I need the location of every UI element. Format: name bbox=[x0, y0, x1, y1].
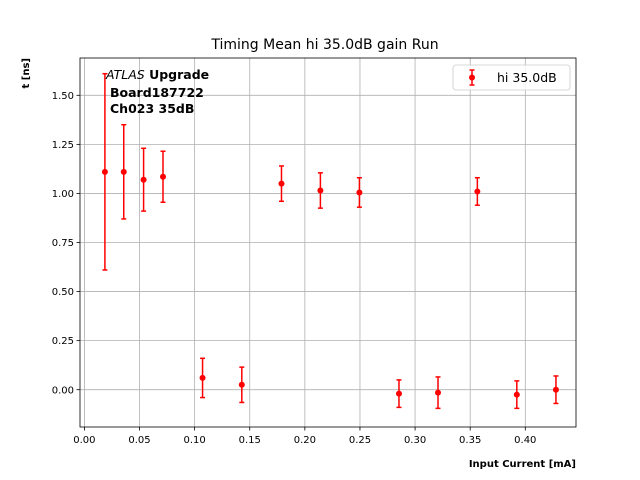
y-tick-label: 1.25 bbox=[52, 140, 74, 151]
x-tick-label: 0.30 bbox=[404, 435, 426, 446]
atlas-annotation: ATLAS Upgrade Board187722 Ch023 35dB bbox=[105, 67, 209, 116]
data-series bbox=[101, 72, 559, 410]
x-tick-label: 0.00 bbox=[73, 435, 95, 446]
legend: hi 35.0dB bbox=[452, 64, 571, 91]
annotation-atlas: ATLAS bbox=[105, 67, 145, 82]
chart-title: Timing Mean hi 35.0dB gain Run bbox=[210, 37, 438, 53]
data-point bbox=[435, 376, 442, 410]
point-marker bbox=[159, 173, 166, 180]
data-point bbox=[238, 366, 245, 404]
annotation-channel: Ch023 35dB bbox=[110, 101, 194, 116]
annotation-upgrade: Upgrade bbox=[145, 67, 209, 82]
point-marker bbox=[278, 180, 285, 187]
point-marker bbox=[435, 389, 442, 396]
data-point bbox=[159, 150, 166, 204]
point-marker bbox=[552, 386, 559, 393]
point-marker bbox=[120, 168, 127, 175]
y-tick-label: 0.25 bbox=[52, 336, 74, 347]
data-point bbox=[278, 165, 285, 203]
data-point bbox=[356, 176, 363, 208]
y-axis: 0.00 0.25 0.50 0.75 1.00 1.25 1.50 bbox=[52, 91, 80, 396]
point-marker bbox=[238, 381, 245, 388]
legend-marker bbox=[469, 74, 475, 81]
data-point bbox=[317, 172, 324, 209]
svg-text:ATLAS Upgrade: ATLAS Upgrade bbox=[105, 67, 209, 82]
grid bbox=[80, 58, 576, 427]
annotation-board: Board187722 bbox=[110, 85, 204, 100]
point-marker bbox=[513, 391, 520, 398]
point-marker bbox=[317, 187, 324, 194]
y-tick-label: 0.00 bbox=[52, 385, 74, 396]
plot-frame bbox=[79, 57, 577, 428]
legend-box bbox=[452, 64, 571, 91]
y-tick-label: 0.50 bbox=[52, 287, 74, 298]
y-axis-label: t [ns] bbox=[21, 58, 32, 88]
x-tick-label: 0.05 bbox=[128, 435, 150, 446]
point-marker bbox=[199, 374, 206, 381]
x-tick-label: 0.15 bbox=[239, 435, 261, 446]
y-tick-label: 0.75 bbox=[52, 238, 74, 249]
x-tick-label: 0.10 bbox=[183, 435, 205, 446]
x-tick-label: 0.20 bbox=[294, 435, 316, 446]
data-point bbox=[513, 380, 520, 410]
data-point bbox=[395, 379, 402, 409]
point-marker bbox=[395, 390, 402, 397]
data-point bbox=[474, 176, 481, 206]
x-tick-label: 0.35 bbox=[459, 435, 481, 446]
point-marker bbox=[356, 189, 363, 196]
data-point bbox=[120, 123, 127, 220]
point-marker bbox=[474, 188, 481, 195]
point-marker bbox=[101, 168, 108, 175]
x-axis: 0.00 0.05 0.10 0.15 0.20 0.25 0.30 0.35 0.40 bbox=[73, 427, 536, 446]
y-tick-label: 1.50 bbox=[52, 91, 74, 102]
point-marker bbox=[140, 176, 147, 183]
data-point bbox=[140, 147, 147, 212]
x-tick-label: 0.25 bbox=[349, 435, 371, 446]
legend-label: hi 35.0dB bbox=[497, 70, 557, 85]
data-point bbox=[199, 357, 206, 399]
data-point bbox=[101, 72, 108, 271]
x-tick-label: 0.40 bbox=[514, 435, 536, 446]
y-tick-label: 1.00 bbox=[52, 189, 74, 200]
data-point bbox=[552, 375, 559, 405]
x-axis-label: Input Current [mA] bbox=[469, 459, 576, 470]
